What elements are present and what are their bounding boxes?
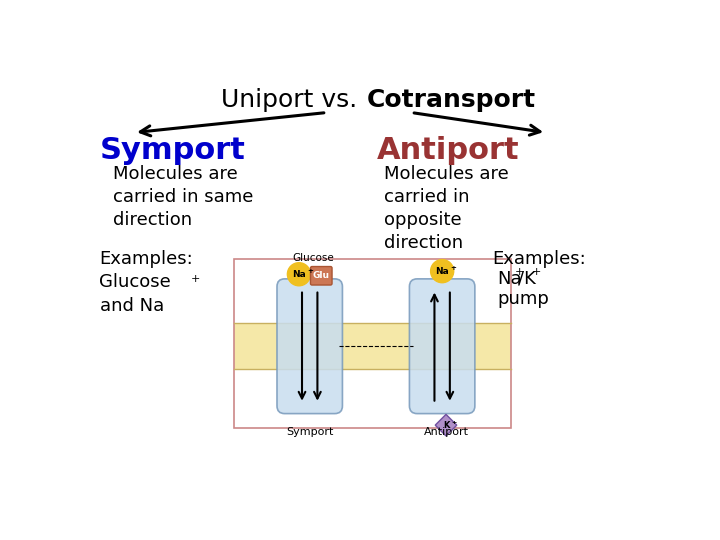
Text: Uniport vs.: Uniport vs. (221, 88, 365, 112)
Text: Na: Na (436, 267, 449, 275)
Text: Symport: Symport (99, 136, 246, 165)
Text: Glu: Glu (312, 271, 330, 280)
Text: +: + (451, 420, 456, 426)
Text: Symport: Symport (286, 427, 333, 437)
FancyBboxPatch shape (277, 279, 343, 414)
FancyBboxPatch shape (234, 323, 511, 369)
Text: Na: Na (498, 269, 522, 288)
Text: +: + (451, 265, 456, 271)
Polygon shape (435, 414, 456, 436)
Text: Antiport: Antiport (377, 136, 519, 165)
Text: +: + (515, 267, 524, 278)
Text: +: + (190, 274, 199, 284)
Text: pump: pump (498, 289, 549, 308)
Text: K: K (443, 421, 449, 430)
Text: Molecules are
carried in
opposite
direction: Molecules are carried in opposite direct… (384, 165, 509, 252)
Circle shape (287, 262, 310, 286)
Text: Glucose: Glucose (293, 253, 334, 262)
Circle shape (431, 260, 454, 283)
FancyBboxPatch shape (310, 267, 332, 285)
FancyBboxPatch shape (410, 279, 475, 414)
Text: /K: /K (518, 269, 536, 288)
Text: Examples:
Glucose
and Na: Examples: Glucose and Na (99, 249, 193, 315)
Text: Antiport: Antiport (423, 427, 469, 437)
Text: Examples:: Examples: (492, 249, 586, 268)
Text: +: + (532, 267, 541, 278)
Text: Molecules are
carried in same
direction: Molecules are carried in same direction (113, 165, 253, 229)
Text: +: + (307, 268, 313, 274)
Text: Na: Na (292, 270, 306, 279)
Text: Cotransport: Cotransport (366, 88, 536, 112)
